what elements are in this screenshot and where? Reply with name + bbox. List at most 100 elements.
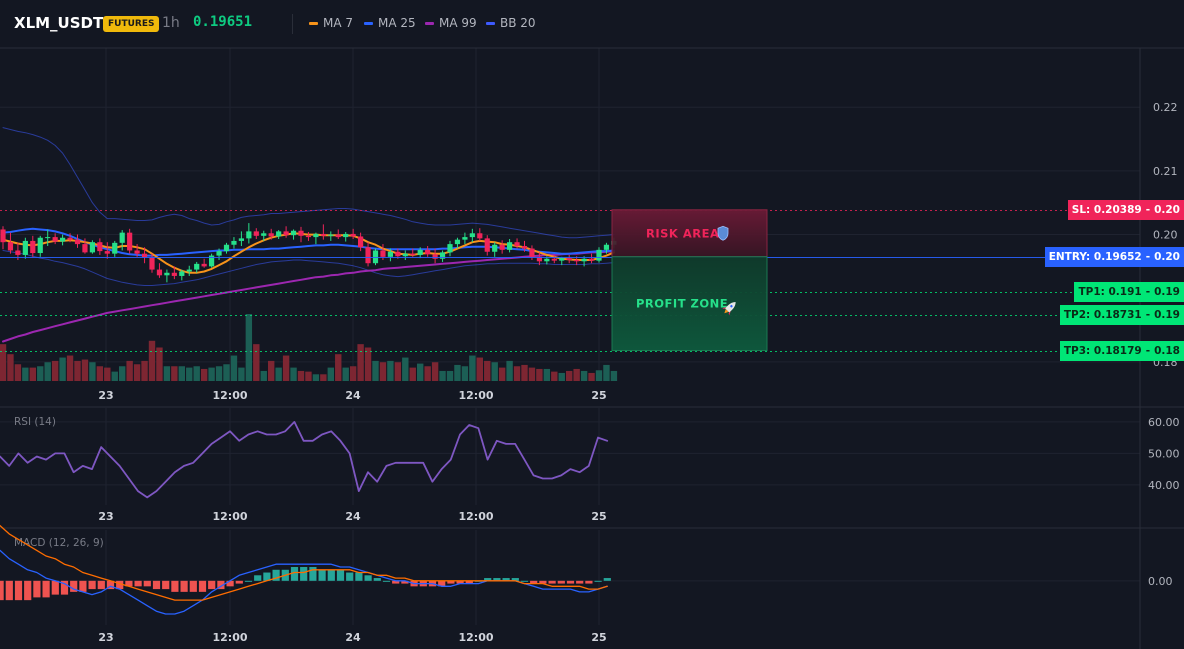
macd-hist-bar-30 xyxy=(272,569,280,581)
macd-hist-bar-27 xyxy=(244,580,253,582)
legend-swatch-bb20 xyxy=(486,22,495,25)
volume-bar-55 xyxy=(409,367,416,381)
volume-bar-78 xyxy=(580,370,588,381)
volume-bar-81 xyxy=(603,364,610,381)
volume-bar-59 xyxy=(439,370,446,381)
candle-body-78 xyxy=(581,258,587,262)
candle-body-23 xyxy=(171,272,177,276)
price-tag-dash-1: - xyxy=(1145,250,1151,263)
volume-bar-42 xyxy=(312,374,320,381)
macd-hist-bar-19 xyxy=(171,580,179,592)
legend-ma25[interactable]: MA 25 xyxy=(364,16,416,30)
candle-body-39 xyxy=(290,230,297,236)
candle-body-10 xyxy=(74,239,81,245)
macd-hist-bar-1 xyxy=(5,580,13,601)
price-axis-label-2: 0.20 xyxy=(1153,229,1178,242)
candle-body-45 xyxy=(335,234,341,238)
timeframe-label[interactable]: 1h xyxy=(162,15,180,31)
risk-area-label: RISK AREA xyxy=(646,226,719,240)
volume-bar-2 xyxy=(14,364,22,381)
candle-body-47 xyxy=(350,233,356,237)
macd-hist-bar-18 xyxy=(162,580,170,590)
volume-bar-11 xyxy=(81,359,89,381)
price-tag-4[interactable]: TP3: 0.18179-0.18 xyxy=(1059,340,1184,361)
candle-body-1 xyxy=(7,242,14,251)
volume-bar-6 xyxy=(44,362,51,381)
volume-bar-15 xyxy=(111,371,118,381)
candle-body-36 xyxy=(268,233,274,237)
symbol-name[interactable]: XLM_USDT xyxy=(14,14,104,32)
price-tag-1[interactable]: ENTRY: 0.19652-0.20 xyxy=(1044,246,1184,267)
candle-body-2 xyxy=(15,250,21,255)
volume-bar-65 xyxy=(484,360,491,381)
price-tag-0[interactable]: SL: 0.20389-0.20 xyxy=(1067,199,1184,220)
candles xyxy=(0,223,617,283)
volume-bar-41 xyxy=(305,371,312,381)
price-tag-dash-0: - xyxy=(1145,203,1151,216)
time-axis-label-1-4: 25 xyxy=(591,510,606,523)
candle-body-12 xyxy=(89,242,95,253)
candle-body-61 xyxy=(454,239,461,245)
macd-hist-bar-61 xyxy=(557,580,565,584)
macd-hist-bar-66 xyxy=(603,578,611,581)
price-tag-dash-3: - xyxy=(1145,309,1151,322)
time-axis-label-0-4: 25 xyxy=(591,389,606,402)
volume-bar-51 xyxy=(379,362,387,381)
volume-bar-21 xyxy=(156,347,163,381)
macd-hist-bar-17 xyxy=(152,580,161,590)
volume-bar-75 xyxy=(558,372,565,381)
volume-bar-17 xyxy=(126,360,133,381)
volume-bar-45 xyxy=(335,354,342,381)
volume-bar-0 xyxy=(0,344,7,381)
volume-bar-18 xyxy=(133,364,141,381)
volume-bar-79 xyxy=(588,372,595,381)
macd-hist-bar-15 xyxy=(134,580,142,587)
candle-body-7 xyxy=(52,237,58,242)
candle-body-41 xyxy=(305,235,312,238)
macd-hist-bar-8 xyxy=(70,580,78,592)
volume-bar-7 xyxy=(51,360,59,381)
candle-body-14 xyxy=(104,251,110,254)
volume-bar-68 xyxy=(506,360,513,381)
volume-bar-31 xyxy=(230,355,238,381)
volume-bar-10 xyxy=(74,360,81,381)
volume-bar-46 xyxy=(342,367,349,381)
candle-body-57 xyxy=(425,249,431,255)
candle-body-53 xyxy=(395,251,401,257)
legend-ma99[interactable]: MA 99 xyxy=(425,16,477,30)
rsi-pane: RSI (14) xyxy=(0,416,609,499)
price-tag-3[interactable]: TP2: 0.18731-0.19 xyxy=(1059,305,1184,326)
candle-body-74 xyxy=(551,258,557,261)
header-divider xyxy=(292,14,293,34)
price-tag-label-4: TP3: 0.18179 xyxy=(1063,344,1142,357)
trade-levels xyxy=(0,210,1140,352)
trade-zones: RISK AREA PROFIT ZONE xyxy=(611,209,768,352)
candle-body-30 xyxy=(223,244,230,252)
candle-body-35 xyxy=(261,233,267,236)
time-axis-label-0-2: 24 xyxy=(345,389,361,402)
macd-hist-bar-40 xyxy=(364,575,372,581)
macd-hist-bar-2 xyxy=(14,580,23,601)
legend-bb20[interactable]: BB 20 xyxy=(486,16,536,30)
price-tag-2[interactable]: TP1: 0.191-0.19 xyxy=(1074,281,1184,302)
volume-bar-52 xyxy=(387,360,394,381)
macd-hist-bar-58 xyxy=(530,580,538,584)
volume-bar-38 xyxy=(282,355,290,381)
profit-zone-label: PROFIT ZONE xyxy=(636,297,728,311)
macd-hist-bar-25 xyxy=(226,580,234,587)
candle-body-76 xyxy=(566,258,572,261)
macd-hist-bar-63 xyxy=(576,580,584,584)
macd-hist-bar-28 xyxy=(254,575,262,581)
candle-body-63 xyxy=(469,233,475,238)
legend-ma7[interactable]: MA 7 xyxy=(309,16,353,30)
macd-hist-bar-16 xyxy=(143,580,151,587)
candle-body-5 xyxy=(37,237,43,254)
candle-body-32 xyxy=(238,238,244,241)
macd-hist-bar-54 xyxy=(493,578,501,581)
macd-hist-bar-50 xyxy=(456,580,464,584)
macd-hist-bar-32 xyxy=(290,567,299,581)
volume-bar-66 xyxy=(491,362,498,381)
volume-bar-1 xyxy=(7,354,14,381)
candle-body-70 xyxy=(521,246,528,249)
